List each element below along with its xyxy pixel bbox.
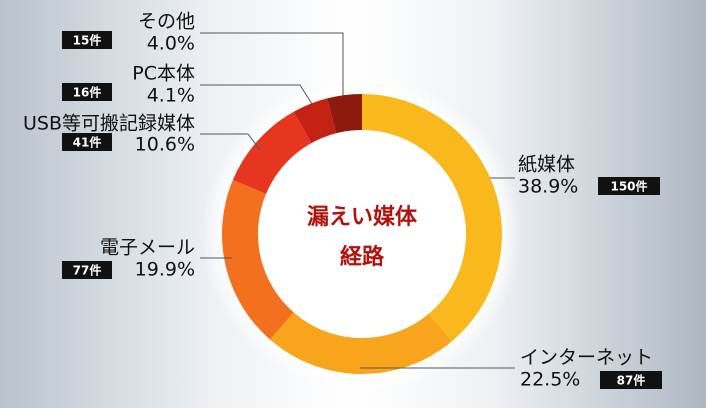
count-badge — [62, 133, 112, 151]
value-label: 4.0% — [147, 33, 195, 55]
category-label: PC本体 — [132, 63, 195, 85]
leader-line — [200, 32, 344, 96]
count-badge — [62, 261, 112, 279]
count-label: 16件 — [73, 85, 102, 100]
donut-hole — [258, 130, 466, 338]
category-label: インターネット — [520, 347, 653, 369]
count-badge — [600, 371, 662, 389]
category-label: USB等可搬記録媒体 — [23, 113, 195, 135]
count-label: 15件 — [73, 33, 102, 48]
value-label: 22.5% — [520, 369, 580, 391]
count-badge — [598, 177, 660, 195]
count-badge — [62, 83, 112, 101]
value-label: 19.9% — [135, 259, 195, 281]
count-label: 150件 — [610, 179, 647, 194]
value-label: 4.1% — [147, 85, 195, 107]
center-title: 経路 — [340, 244, 385, 270]
category-label: その他 — [138, 11, 195, 33]
value-label: 10.6% — [135, 134, 195, 156]
count-label: 41件 — [73, 135, 102, 150]
count-label: 77件 — [73, 263, 102, 278]
center-title: 漏えい媒体 — [307, 204, 418, 230]
leader-line — [200, 133, 261, 151]
leader-line — [200, 84, 313, 105]
category-label: 紙媒体 — [518, 154, 575, 176]
count-label: 87件 — [617, 373, 646, 388]
count-badge — [62, 31, 112, 49]
category-label: 電子メール — [100, 237, 195, 259]
value-label: 38.9% — [518, 176, 578, 198]
